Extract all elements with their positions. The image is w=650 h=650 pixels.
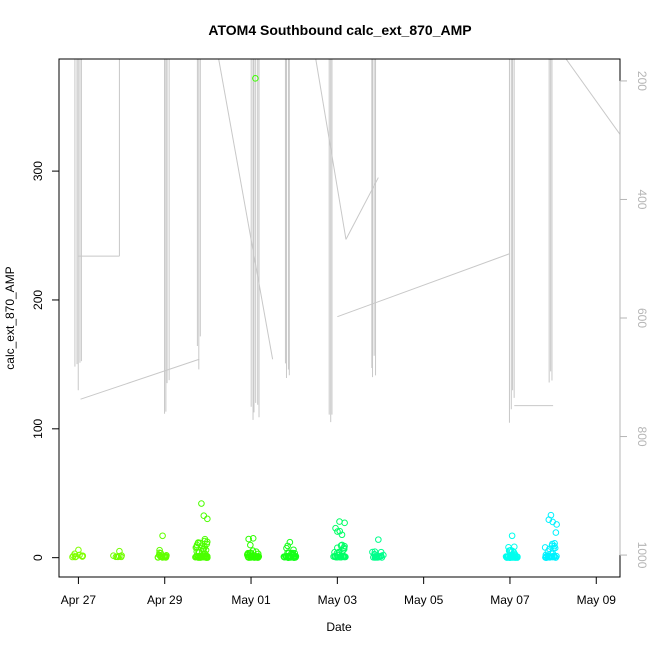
data-point [247,541,254,549]
data-point [336,527,344,535]
right-tick-label: 800 [635,427,649,447]
data-point [503,554,510,561]
data-point [375,536,382,543]
x-axis: Apr 27 Apr 29 May 01 May 03 May 05 May 07 May … [61,576,617,607]
data-point [376,553,383,561]
data-point [245,554,253,561]
data-points [69,75,560,561]
data-point [369,548,376,556]
data-point [334,528,341,535]
data-point [341,519,348,527]
data-point [249,553,256,561]
x-tick-label: Apr 29 [147,593,183,607]
right-tick-label: 600 [635,308,649,328]
x-tick-label: May 05 [404,593,444,607]
data-point [200,512,208,519]
right-tick-label: 400 [635,189,649,209]
data-point [254,550,262,558]
data-point [545,516,553,523]
data-point [204,515,211,523]
x-tick-label: May 07 [490,593,530,607]
data-point [340,552,348,560]
data-point [200,545,207,552]
right-tick-label: 200 [635,71,649,91]
chart-title: ATOM4 Southbound calc_ext_870_AMP [208,22,471,38]
data-point [546,545,553,553]
data-point [331,549,338,556]
data-point [372,553,379,561]
series-line-segment [80,358,200,400]
data-point [284,554,292,561]
right-tick-label: 1000 [635,542,649,569]
plot-frame [58,58,621,578]
data-point [160,553,167,561]
data-point [203,554,210,561]
data-point [192,553,200,560]
data-point [340,545,348,553]
data-point [552,529,560,536]
data-point [331,553,339,560]
x-tick-label: Apr 27 [61,593,97,607]
x-tick-label: May 09 [577,593,617,607]
y-axis-right: 200 400 600 800 1000 [619,71,649,569]
series-line-segment [218,59,274,360]
data-point [249,535,257,542]
data-point [203,538,211,546]
y-tick-label: 100 [31,418,45,438]
data-point [508,532,516,540]
data-point [255,553,263,560]
data-point [512,554,519,561]
data-point [254,554,261,561]
y-axis-label: calc_ext_870_AMP [3,266,17,369]
data-point [114,553,122,561]
series-line-segment [565,59,620,136]
data-point [245,535,252,543]
data-point [553,521,560,528]
series-line-segment [337,253,511,318]
data-point [334,544,341,552]
data-point [203,553,211,560]
data-point [334,553,342,561]
x-tick-label: May 01 [231,593,271,607]
x-tick-label: May 03 [318,593,358,607]
data-point [198,500,205,507]
data-point-outlier [252,75,259,82]
data-point [196,552,204,560]
data-point [159,532,166,540]
y-axis-left: 0 100 200 300 [31,161,60,561]
secondary-series-lines [74,59,620,423]
data-point [156,546,163,554]
x-axis-label: Date [326,620,352,634]
y-tick-label: 200 [31,290,45,310]
series-line-segment [345,177,379,240]
data-point [76,551,83,559]
data-point [292,552,300,560]
data-point [196,539,204,547]
data-point [551,540,558,547]
data-point [69,553,76,561]
data-point [283,544,290,552]
y-tick-label: 0 [31,554,45,561]
data-point [506,547,514,554]
data-point [200,547,207,555]
data-point [201,543,209,551]
y-tick-label: 300 [31,161,45,181]
data-point [371,550,378,558]
